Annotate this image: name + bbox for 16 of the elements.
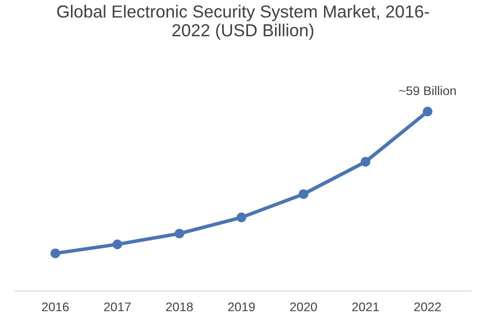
point [236, 212, 246, 222]
x-tick-label: 2018 [166, 302, 193, 312]
x-tick-label: 2017 [104, 302, 131, 312]
x-tick-label: 2021 [352, 302, 379, 312]
point [298, 189, 308, 199]
point [112, 239, 122, 250]
x-tick-label: 2019 [228, 302, 255, 312]
point [360, 156, 370, 167]
annotation: ~59 Billion [399, 86, 456, 96]
point [50, 248, 60, 258]
x-tick-label: 2016 [42, 302, 69, 312]
x-tick-label: 2020 [290, 302, 317, 312]
point [422, 106, 432, 116]
point [174, 228, 184, 238]
x-tick-label: 2022 [414, 302, 441, 312]
chart-title: Global Electronic Security System Market, 2016- 2022 (USD Billion) [57, 4, 429, 40]
